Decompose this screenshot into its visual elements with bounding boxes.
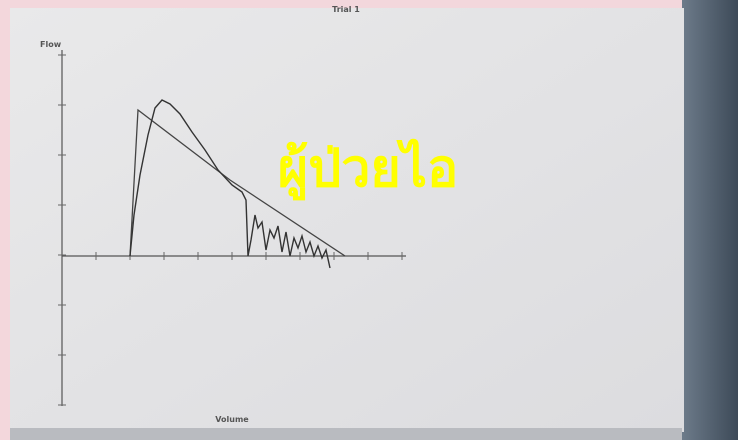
x-axis-label: Volume [215,415,249,424]
overlay-caption: ผู้ป่วยไอ [278,138,459,201]
plot-title: Trial 1 [332,5,360,14]
monitor-bezel [682,0,738,440]
y-axis-label: Flow [40,40,62,49]
screen-bottom-edge [10,428,682,440]
photo: Trial 1 Flow Volume ผู้ป่วยไอ [0,0,738,440]
screen [10,8,684,432]
